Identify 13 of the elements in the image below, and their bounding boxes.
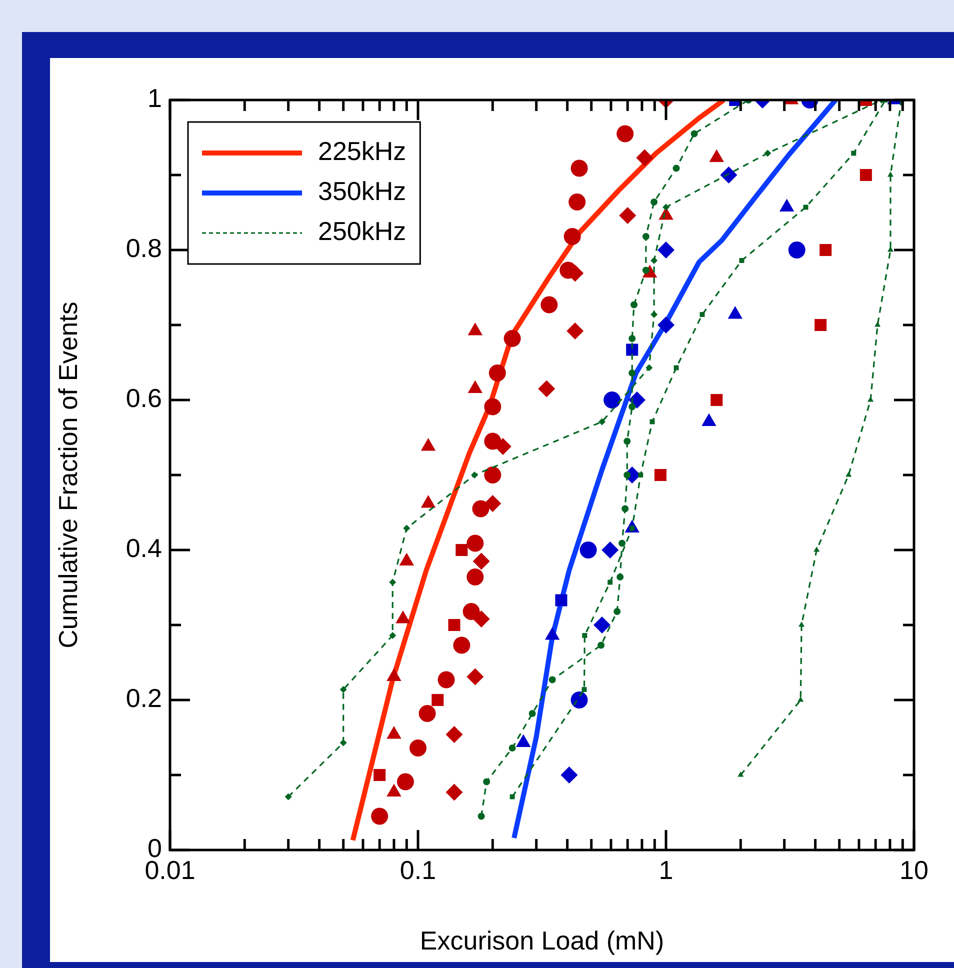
- x-axis-title: Excurison Load (mN): [420, 926, 664, 956]
- legend-label: 250kHz: [318, 216, 406, 246]
- y-tick-label: 0.2: [126, 683, 162, 714]
- y-tick-label: 1: [148, 83, 162, 114]
- y-tick-label: 0.4: [126, 533, 162, 564]
- legend-label: 225kHz: [318, 136, 406, 166]
- x-tick-label: 1: [658, 854, 674, 885]
- legend-label: 350kHz: [318, 176, 406, 206]
- y-axis-title: Cumulative Fraction of Events: [52, 302, 83, 648]
- y-tick-label: 0.6: [126, 383, 162, 414]
- x-tick-label: 0.1: [400, 854, 436, 885]
- x-tick-label: 10: [900, 854, 928, 885]
- y-tick-label: 0.8: [126, 233, 162, 264]
